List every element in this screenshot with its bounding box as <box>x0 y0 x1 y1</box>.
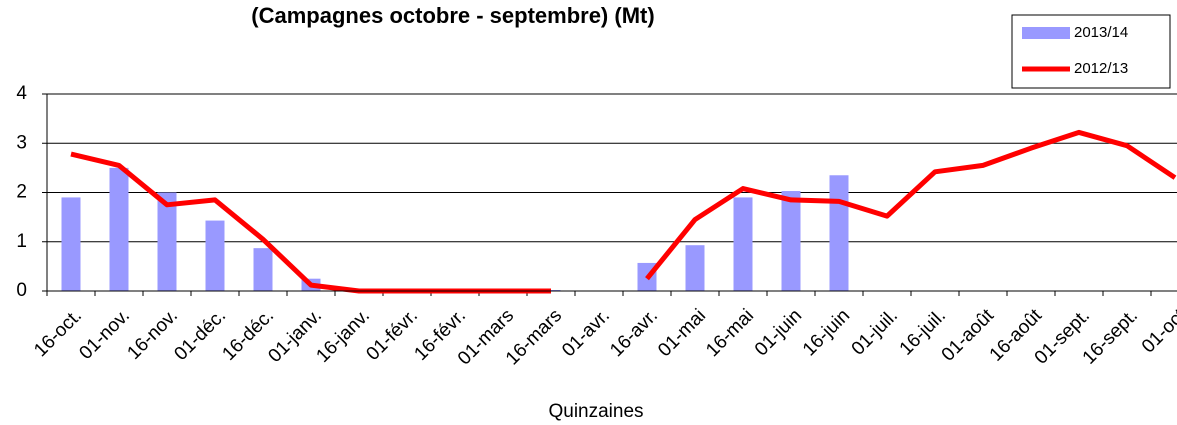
bar <box>733 197 753 291</box>
chart-title: (Campagnes octobre - septembre) (Mt) <box>251 3 654 28</box>
bar <box>61 197 81 291</box>
legend-label: 2012/13 <box>1074 60 1128 77</box>
y-tick-label: 3 <box>16 132 27 153</box>
bar <box>829 175 849 291</box>
y-tick-label: 0 <box>16 280 27 301</box>
bar <box>109 167 129 291</box>
x-tick-label: 01-juin <box>751 305 806 360</box>
x-tick-label: 16-nov. <box>123 305 182 364</box>
legend-swatch <box>1022 27 1070 39</box>
x-tick-label: 01-avr. <box>558 305 614 361</box>
x-tick-label: 16-janv. <box>312 305 374 367</box>
x-tick-label: 01-mai <box>654 305 710 361</box>
x-tick-label: 01-août <box>938 305 999 366</box>
bar <box>205 220 225 291</box>
bar <box>685 245 705 291</box>
x-tick-label: 16-avr. <box>606 305 662 361</box>
bar <box>253 248 273 291</box>
line <box>70 129 1177 294</box>
bar <box>781 191 801 291</box>
x-axis-label: Quinzaines <box>548 401 643 422</box>
x-tick-label: 01-déc. <box>170 305 230 365</box>
x-tick-label: 16-juin <box>799 305 854 360</box>
y-tick-label: 2 <box>16 182 27 203</box>
x-tick-label: 01-juil. <box>848 305 902 359</box>
y-tick-label: 4 <box>16 83 27 104</box>
x-tick-label: 01-oct <box>1138 305 1177 358</box>
y-tick-label: 1 <box>16 231 27 252</box>
x-tick-label: 01-nov. <box>75 305 134 364</box>
x-tick-label: 16-oct. <box>30 305 86 361</box>
legend-label: 2013/14 <box>1074 24 1128 41</box>
bar <box>157 192 177 291</box>
x-tick-label: 01-févr. <box>362 305 422 365</box>
x-tick-label: 16-mai <box>702 305 758 361</box>
